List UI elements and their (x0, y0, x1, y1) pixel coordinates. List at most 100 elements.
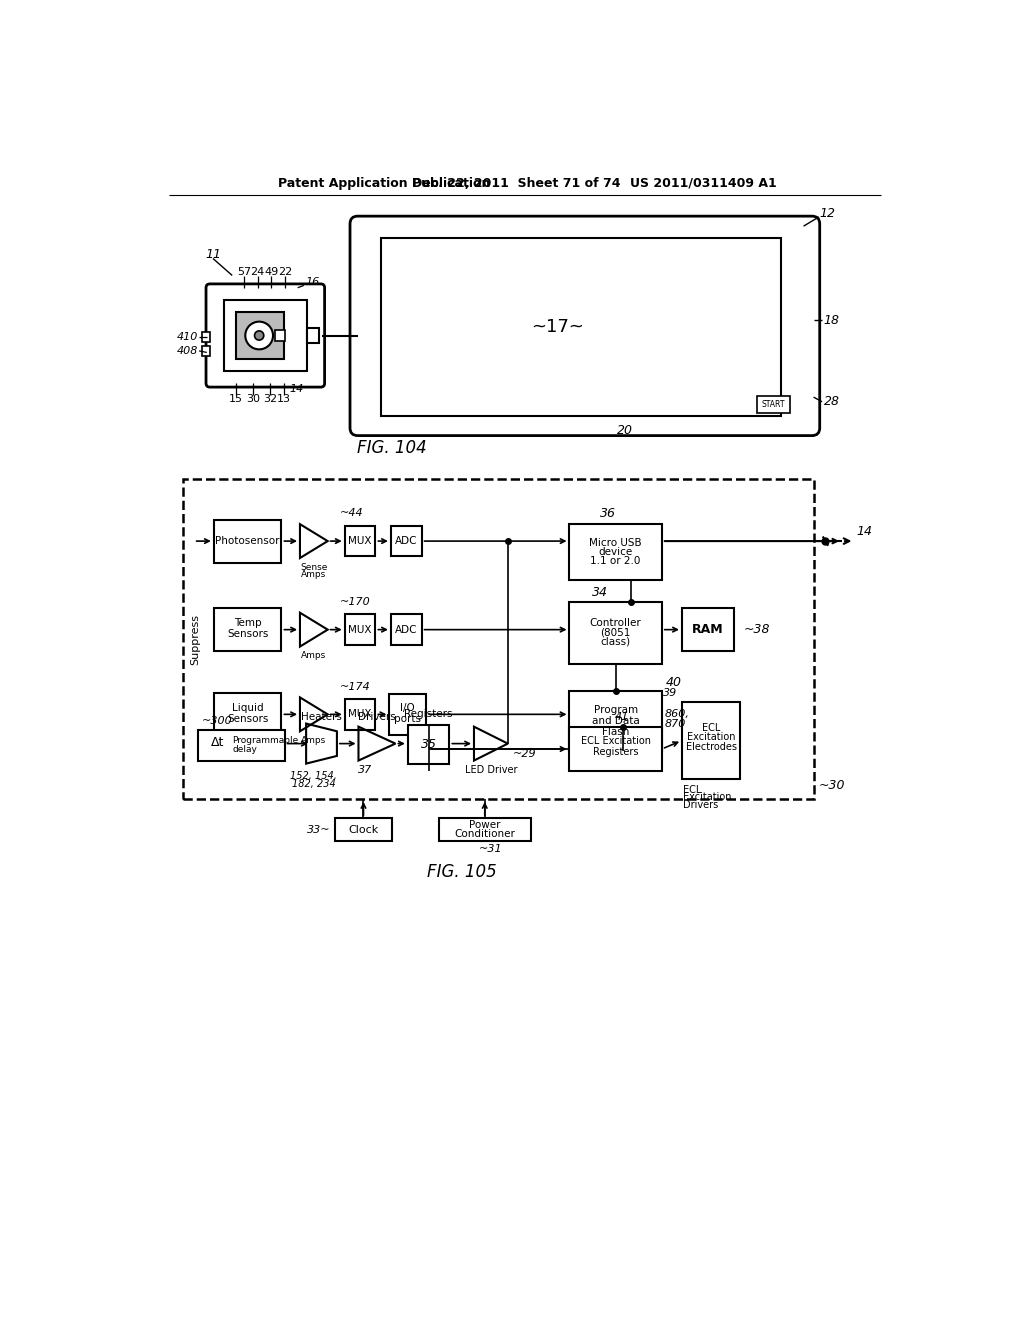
Bar (223, 300, 307, 371)
Text: Patent Application Publication: Patent Application Publication (279, 177, 490, 190)
Text: Sensors: Sensors (227, 630, 268, 639)
Bar (682, 702, 740, 779)
Text: Conditioner: Conditioner (455, 829, 515, 840)
Text: RAM: RAM (692, 623, 724, 636)
Bar (569, 524, 662, 579)
Bar (214, 609, 282, 651)
Text: Excitation: Excitation (687, 733, 735, 742)
Text: Clock: Clock (348, 825, 379, 834)
Text: 20: 20 (617, 425, 633, 437)
Text: Amps: Amps (301, 651, 327, 660)
Text: 39: 39 (663, 688, 677, 698)
Text: 11: 11 (205, 248, 221, 261)
Text: Amps: Amps (301, 737, 327, 744)
Text: Program: Program (594, 705, 638, 715)
FancyBboxPatch shape (350, 216, 819, 436)
Bar (274, 330, 286, 341)
Text: Heaters: Heaters (301, 713, 342, 722)
Text: 152, 154,: 152, 154, (291, 771, 337, 781)
Bar (569, 602, 662, 664)
Text: 41: 41 (614, 713, 629, 722)
Bar (438, 818, 531, 841)
Text: Sensors: Sensors (227, 714, 268, 723)
Text: 33~: 33~ (307, 825, 331, 834)
Text: ~174: ~174 (340, 681, 371, 692)
Bar (202, 346, 210, 355)
Text: 13: 13 (276, 393, 291, 404)
Text: Photosensor: Photosensor (215, 536, 280, 546)
Bar (237, 313, 284, 359)
Text: Drivers: Drivers (358, 713, 396, 722)
Text: Drivers: Drivers (683, 800, 719, 810)
Text: FIG. 105: FIG. 105 (427, 863, 497, 882)
FancyBboxPatch shape (206, 284, 325, 387)
Text: ~29: ~29 (512, 750, 537, 759)
Text: Registers: Registers (404, 709, 453, 719)
Text: Micro USB: Micro USB (590, 537, 642, 548)
Text: ports: ports (394, 714, 421, 723)
Text: delay: delay (232, 746, 257, 754)
Bar (391, 525, 422, 557)
Text: ADC: ADC (395, 536, 418, 546)
Bar (345, 614, 376, 645)
Text: 36: 36 (600, 507, 616, 520)
Text: 57: 57 (237, 268, 251, 277)
Bar (335, 818, 392, 841)
Text: Amps: Amps (301, 570, 327, 579)
Circle shape (246, 322, 273, 350)
Text: 32: 32 (263, 393, 278, 404)
Text: 22: 22 (279, 268, 293, 277)
Text: 49: 49 (264, 268, 279, 277)
Bar (214, 693, 282, 737)
Text: 28: 28 (823, 395, 840, 408)
Text: Dec. 22, 2011  Sheet 71 of 74: Dec. 22, 2011 Sheet 71 of 74 (412, 177, 621, 190)
Text: LED Driver: LED Driver (465, 764, 517, 775)
Bar (345, 525, 376, 557)
Bar (381, 239, 781, 416)
Text: 14: 14 (290, 384, 304, 395)
Text: Registers: Registers (593, 747, 638, 758)
Bar (214, 520, 282, 562)
Text: MUX: MUX (348, 536, 372, 546)
Text: 16: 16 (305, 277, 319, 286)
Bar (757, 396, 791, 412)
Text: I/O: I/O (400, 704, 415, 713)
Text: ~31: ~31 (479, 843, 503, 854)
Text: ~38: ~38 (743, 623, 770, 636)
Text: MUX: MUX (348, 709, 372, 719)
Text: START: START (762, 400, 785, 408)
Bar (391, 614, 422, 645)
Bar (569, 692, 662, 751)
Text: MUX: MUX (348, 624, 372, 635)
Text: Flash: Flash (602, 727, 630, 737)
Text: 15: 15 (229, 393, 243, 404)
Text: ~170: ~170 (340, 597, 371, 607)
Bar (569, 726, 662, 771)
Text: 182, 234: 182, 234 (292, 779, 336, 789)
Bar (389, 693, 426, 735)
Text: 34: 34 (592, 586, 608, 599)
Circle shape (255, 331, 264, 341)
Text: (8051: (8051 (600, 628, 631, 638)
Bar (307, 327, 319, 343)
Text: Power: Power (469, 820, 501, 830)
Text: Sense: Sense (300, 562, 328, 572)
Text: device: device (599, 546, 633, 557)
Text: 18: 18 (823, 314, 840, 326)
Bar (199, 730, 285, 760)
Bar (408, 725, 450, 763)
Text: ADC: ADC (395, 624, 418, 635)
Bar (202, 331, 210, 342)
Text: Excitation: Excitation (683, 792, 732, 803)
Text: ~30: ~30 (819, 779, 846, 792)
Text: ~17~: ~17~ (531, 318, 585, 337)
Text: ECL: ECL (702, 723, 720, 733)
Text: 37: 37 (357, 764, 372, 775)
Bar (345, 700, 376, 730)
Text: 35: 35 (421, 738, 436, 751)
Text: 40: 40 (666, 676, 682, 689)
Text: Electrodes: Electrodes (686, 742, 736, 751)
Text: Programmable: Programmable (232, 737, 298, 744)
Text: Liquid: Liquid (231, 704, 263, 713)
Bar (682, 609, 734, 651)
